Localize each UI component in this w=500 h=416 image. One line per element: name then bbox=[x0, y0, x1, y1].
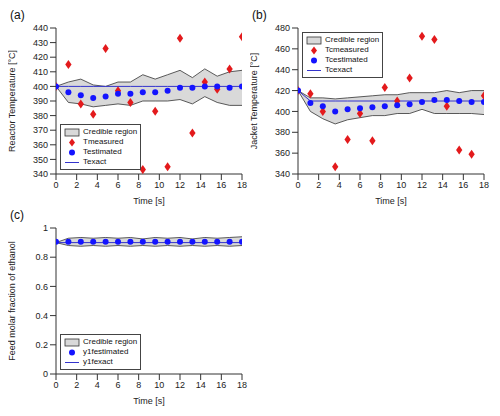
svg-text:18: 18 bbox=[479, 180, 489, 190]
svg-text:420: 420 bbox=[33, 52, 48, 62]
svg-text:4: 4 bbox=[95, 180, 100, 190]
svg-text:360: 360 bbox=[275, 148, 290, 158]
svg-text:340: 340 bbox=[33, 169, 48, 179]
svg-text:1: 1 bbox=[43, 223, 48, 233]
svg-text:Feed molar fraction of ethanol: Feed molar fraction of ethanol bbox=[8, 241, 17, 361]
html-text:Tcestimated: Tcestimated bbox=[325, 55, 368, 64]
svg-text:0.2: 0.2 bbox=[35, 340, 48, 350]
svg-text:0.4: 0.4 bbox=[35, 311, 48, 321]
svg-text:400: 400 bbox=[33, 82, 48, 92]
svg-text:460: 460 bbox=[275, 44, 290, 54]
svg-text:340: 340 bbox=[275, 169, 290, 179]
svg-text:8: 8 bbox=[136, 380, 141, 390]
svg-text:14: 14 bbox=[196, 180, 206, 190]
svg-text:10: 10 bbox=[154, 180, 164, 190]
html-text:Tmeasured: Tmeasured bbox=[83, 137, 124, 146]
svg-text:2: 2 bbox=[74, 380, 79, 390]
svg-text:16: 16 bbox=[216, 180, 226, 190]
html-text:(c): (c) bbox=[10, 208, 24, 222]
svg-text:0: 0 bbox=[53, 180, 58, 190]
svg-text:Reactor Temperature [°C]: Reactor Temperature [°C] bbox=[8, 50, 17, 152]
svg-text:400: 400 bbox=[275, 107, 290, 117]
html-text:y1festimated: y1festimated bbox=[83, 347, 129, 356]
svg-text:2: 2 bbox=[74, 180, 79, 190]
svg-text:12: 12 bbox=[175, 180, 185, 190]
svg-text:480: 480 bbox=[275, 23, 290, 33]
svg-text:440: 440 bbox=[33, 23, 48, 33]
svg-text:430: 430 bbox=[33, 38, 48, 48]
svg-text:8: 8 bbox=[378, 180, 383, 190]
html-text:Tcmeasured: Tcmeasured bbox=[325, 45, 369, 54]
html-text:Credible region: Credible region bbox=[83, 337, 138, 346]
svg-text:0.6: 0.6 bbox=[35, 282, 48, 292]
svg-text:350: 350 bbox=[33, 155, 48, 165]
svg-text:12: 12 bbox=[175, 380, 185, 390]
svg-text:Time [s]: Time [s] bbox=[133, 196, 165, 206]
svg-text:390: 390 bbox=[33, 96, 48, 106]
svg-text:370: 370 bbox=[33, 125, 48, 135]
svg-text:0: 0 bbox=[53, 380, 58, 390]
svg-text:4: 4 bbox=[95, 380, 100, 390]
svg-text:Time [s]: Time [s] bbox=[133, 396, 165, 406]
svg-text:0: 0 bbox=[43, 369, 48, 379]
html-text:Credible region: Credible region bbox=[83, 127, 138, 136]
svg-text:4: 4 bbox=[337, 180, 342, 190]
svg-text:380: 380 bbox=[33, 111, 48, 121]
html-text:(a): (a) bbox=[10, 8, 25, 22]
html-text:Tcexact: Tcexact bbox=[325, 65, 353, 74]
svg-text:6: 6 bbox=[115, 180, 120, 190]
svg-text:380: 380 bbox=[275, 127, 290, 137]
svg-text:360: 360 bbox=[33, 140, 48, 150]
svg-text:16: 16 bbox=[458, 180, 468, 190]
svg-text:0.8: 0.8 bbox=[35, 252, 48, 262]
svg-text:14: 14 bbox=[196, 380, 206, 390]
svg-text:440: 440 bbox=[275, 65, 290, 75]
svg-text:14: 14 bbox=[438, 180, 448, 190]
svg-text:2: 2 bbox=[316, 180, 321, 190]
svg-text:Jacket Temperature [°C]: Jacket Temperature [°C] bbox=[250, 53, 259, 149]
svg-text:10: 10 bbox=[154, 380, 164, 390]
html-text:Testimated: Testimated bbox=[83, 147, 122, 156]
svg-text:12: 12 bbox=[417, 180, 427, 190]
svg-text:18: 18 bbox=[237, 380, 247, 390]
svg-text:8: 8 bbox=[136, 180, 141, 190]
svg-text:10: 10 bbox=[396, 180, 406, 190]
svg-text:420: 420 bbox=[275, 86, 290, 96]
html-text:Credible region: Credible region bbox=[325, 35, 380, 44]
html-text:Texact: Texact bbox=[83, 157, 107, 166]
html-text:y1fexact: y1fexact bbox=[83, 357, 113, 366]
svg-text:6: 6 bbox=[115, 380, 120, 390]
svg-text:6: 6 bbox=[357, 180, 362, 190]
svg-text:16: 16 bbox=[216, 380, 226, 390]
svg-text:Time [s]: Time [s] bbox=[375, 196, 407, 206]
html-text:(b): (b) bbox=[252, 8, 267, 22]
svg-text:410: 410 bbox=[33, 67, 48, 77]
svg-text:18: 18 bbox=[237, 180, 247, 190]
svg-text:0: 0 bbox=[295, 180, 300, 190]
